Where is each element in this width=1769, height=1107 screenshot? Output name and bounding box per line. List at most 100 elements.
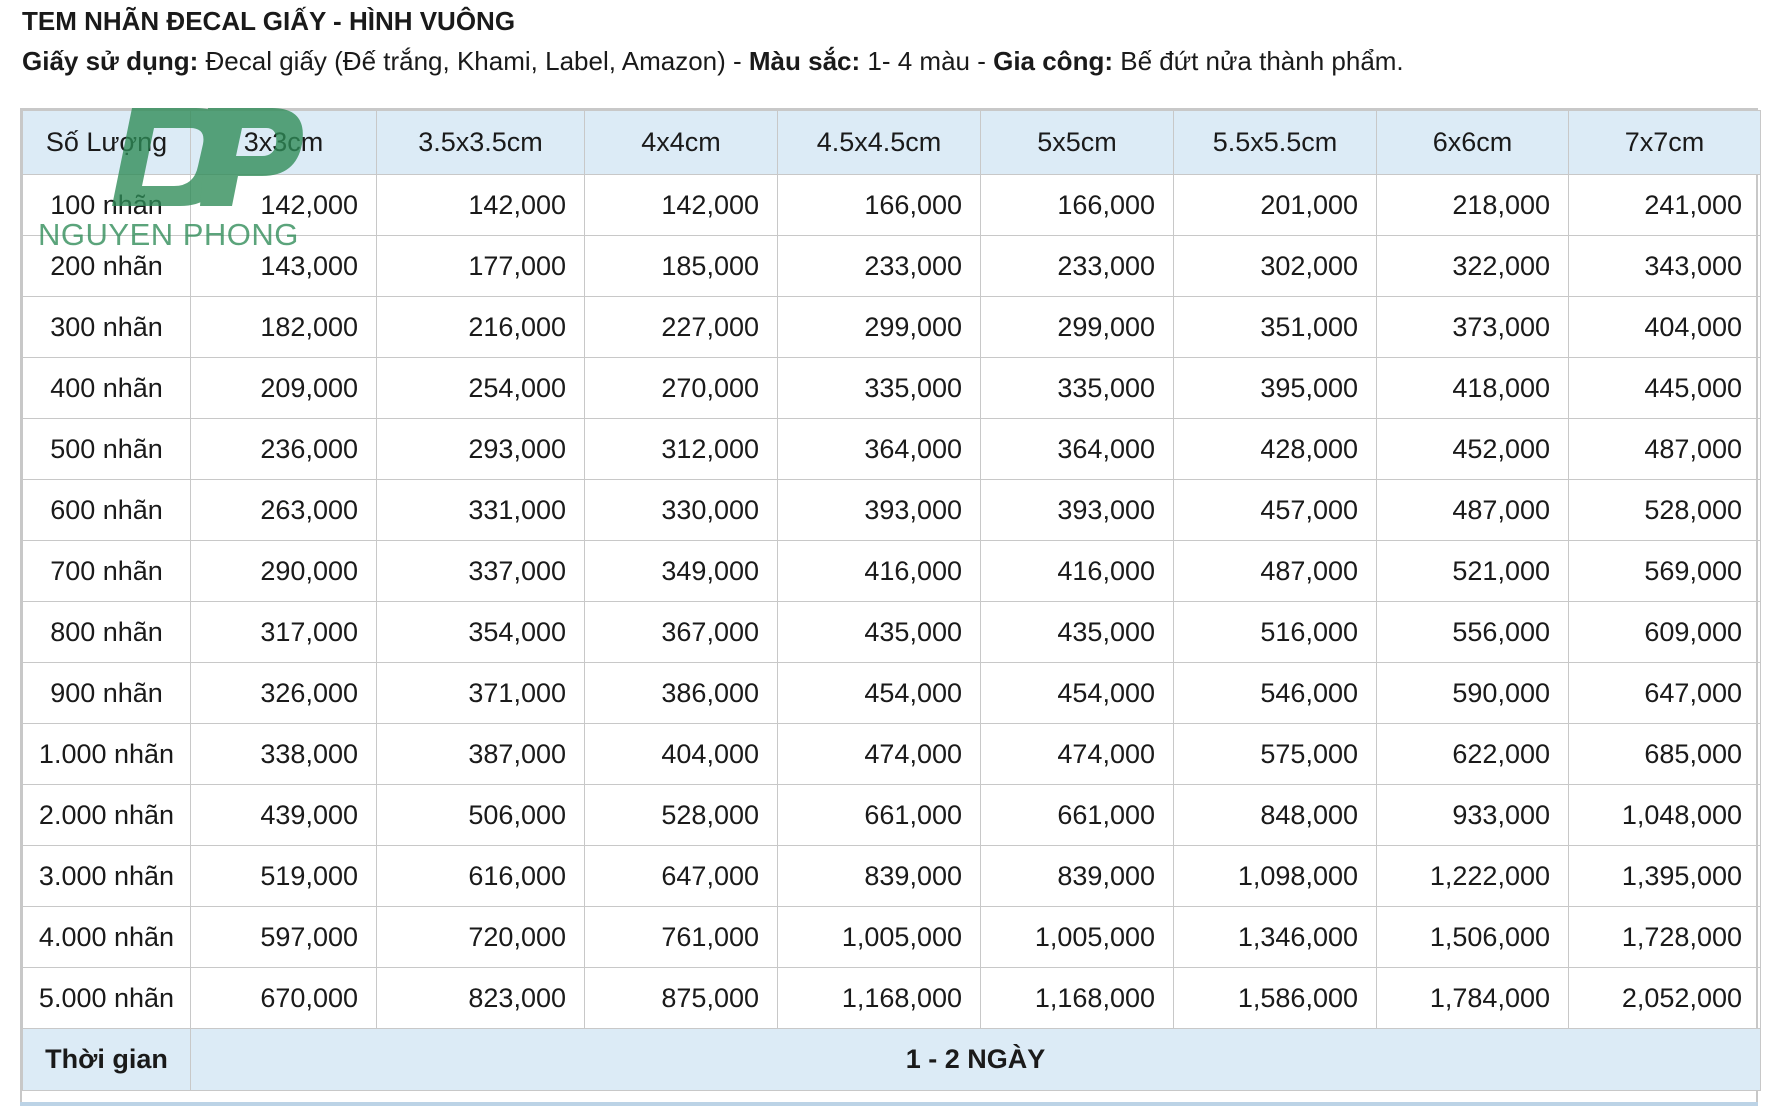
table-body: 100 nhãn 142,000 142,000 142,000 166,000 166,… [22,174,1761,1029]
price-cell: 839,000 [980,845,1174,907]
price-cell: 597,000 [190,906,377,968]
price-cell: 387,000 [376,723,585,785]
column-header-size: 5x5cm [980,110,1174,175]
price-cell: 670,000 [190,967,377,1029]
price-cell: 142,000 [376,174,585,236]
price-cell: 354,000 [376,601,585,663]
table-row: 100 nhãn 142,000 142,000 142,000 166,000 166,… [22,174,1761,236]
column-header-size: 5.5x5.5cm [1173,110,1377,175]
price-cell: 528,000 [1568,479,1761,541]
delivery-time-row: Thời gian 1 - 2 NGÀY [22,1028,1761,1091]
price-cell: 661,000 [980,784,1174,846]
price-cell: 1,728,000 [1568,906,1761,968]
page-subtitle: Giấy sử dụng: Đecal giấy (Đế trắng, Kham… [22,46,1404,76]
price-cell: 416,000 [980,540,1174,602]
table-row: 5.000 nhãn 670,000 823,000 875,000 1,168,000… [22,967,1761,1029]
table-row: 2.000 nhãn 439,000 506,000 528,000 661,000 66… [22,784,1761,846]
price-cell: 142,000 [584,174,778,236]
price-cell: 166,000 [980,174,1174,236]
price-cell: 335,000 [980,357,1174,419]
delivery-time-value: 1 - 2 NGÀY [190,1028,1761,1091]
column-header-size: 3.5x3.5cm [376,110,585,175]
price-cell: 622,000 [1376,723,1569,785]
price-cell: 209,000 [190,357,377,419]
table-row: 900 nhãn 326,000 371,000 386,000 454,000 454,… [22,662,1761,724]
quantity-cell: 5.000 nhãn [22,967,191,1029]
price-cell: 299,000 [980,296,1174,358]
price-cell: 487,000 [1568,418,1761,480]
price-cell: 143,000 [190,235,377,297]
price-cell: 227,000 [584,296,778,358]
price-cell: 216,000 [376,296,585,358]
column-header-size: 3x3cm [190,110,377,175]
price-cell: 337,000 [376,540,585,602]
table-row: 1.000 nhãn 338,000 387,000 404,000 474,000 47… [22,723,1761,785]
process-label: Gia công: [993,46,1113,76]
price-cell: 839,000 [777,845,981,907]
price-cell: 546,000 [1173,662,1377,724]
price-cell: 290,000 [190,540,377,602]
price-cell: 312,000 [584,418,778,480]
price-cell: 506,000 [376,784,585,846]
price-cell: 685,000 [1568,723,1761,785]
price-cell: 1,048,000 [1568,784,1761,846]
price-cell: 487,000 [1376,479,1569,541]
quantity-cell: 2.000 nhãn [22,784,191,846]
column-header-size: 4x4cm [584,110,778,175]
price-cell: 270,000 [584,357,778,419]
table-row: 600 nhãn 263,000 331,000 330,000 393,000 393,… [22,479,1761,541]
table-row: 500 nhãn 236,000 293,000 312,000 364,000 364,… [22,418,1761,480]
price-cell: 1,005,000 [980,906,1174,968]
price-cell: 647,000 [1568,662,1761,724]
color-value: 1- 4 màu - [860,46,994,76]
price-cell: 569,000 [1568,540,1761,602]
table-row: 400 nhãn 209,000 254,000 270,000 335,000 335,… [22,357,1761,419]
price-cell: 218,000 [1376,174,1569,236]
price-cell: 661,000 [777,784,981,846]
price-cell: 364,000 [980,418,1174,480]
price-cell: 761,000 [584,906,778,968]
price-cell: 528,000 [584,784,778,846]
price-cell: 241,000 [1568,174,1761,236]
quantity-cell: 1.000 nhãn [22,723,191,785]
price-cell: 263,000 [190,479,377,541]
price-cell: 1,005,000 [777,906,981,968]
price-cell: 428,000 [1173,418,1377,480]
price-cell: 404,000 [1568,296,1761,358]
delivery-time-label: Thời gian [22,1028,191,1091]
price-cell: 1,168,000 [980,967,1174,1029]
price-cell: 487,000 [1173,540,1377,602]
quantity-cell: 300 nhãn [22,296,191,358]
table-row: 700 nhãn 290,000 337,000 349,000 416,000 416,… [22,540,1761,602]
price-cell: 233,000 [980,235,1174,297]
paper-label: Giấy sử dụng: [22,46,199,76]
quantity-cell: 900 nhãn [22,662,191,724]
price-cell: 233,000 [777,235,981,297]
quantity-cell: 3.000 nhãn [22,845,191,907]
price-cell: 330,000 [584,479,778,541]
price-cell: 338,000 [190,723,377,785]
price-cell: 182,000 [190,296,377,358]
price-cell: 435,000 [777,601,981,663]
price-cell: 590,000 [1376,662,1569,724]
price-cell: 236,000 [190,418,377,480]
price-cell: 1,168,000 [777,967,981,1029]
column-header-size: 7x7cm [1568,110,1761,175]
price-cell: 322,000 [1376,235,1569,297]
price-cell: 1,098,000 [1173,845,1377,907]
price-cell: 166,000 [777,174,981,236]
price-cell: 848,000 [1173,784,1377,846]
price-cell: 371,000 [376,662,585,724]
price-cell: 647,000 [584,845,778,907]
price-cell: 1,395,000 [1568,845,1761,907]
table-row: 4.000 nhãn 597,000 720,000 761,000 1,005,000… [22,906,1761,968]
table-row: 800 nhãn 317,000 354,000 367,000 435,000 435,… [22,601,1761,663]
price-cell: 302,000 [1173,235,1377,297]
price-cell: 254,000 [376,357,585,419]
page-title: TEM NHÃN ĐECAL GIẤY - HÌNH VUÔNG [22,6,516,36]
price-cell: 454,000 [777,662,981,724]
price-table: Số Lượng 3x3cm 3.5x3.5cm 4x4cm 4.5x4.5cm 5x5c… [22,110,1761,1091]
paper-value: Đecal giấy (Đế trắng, Khami, Label, Amaz… [198,46,749,76]
price-cell: 609,000 [1568,601,1761,663]
quantity-cell: 800 nhãn [22,601,191,663]
